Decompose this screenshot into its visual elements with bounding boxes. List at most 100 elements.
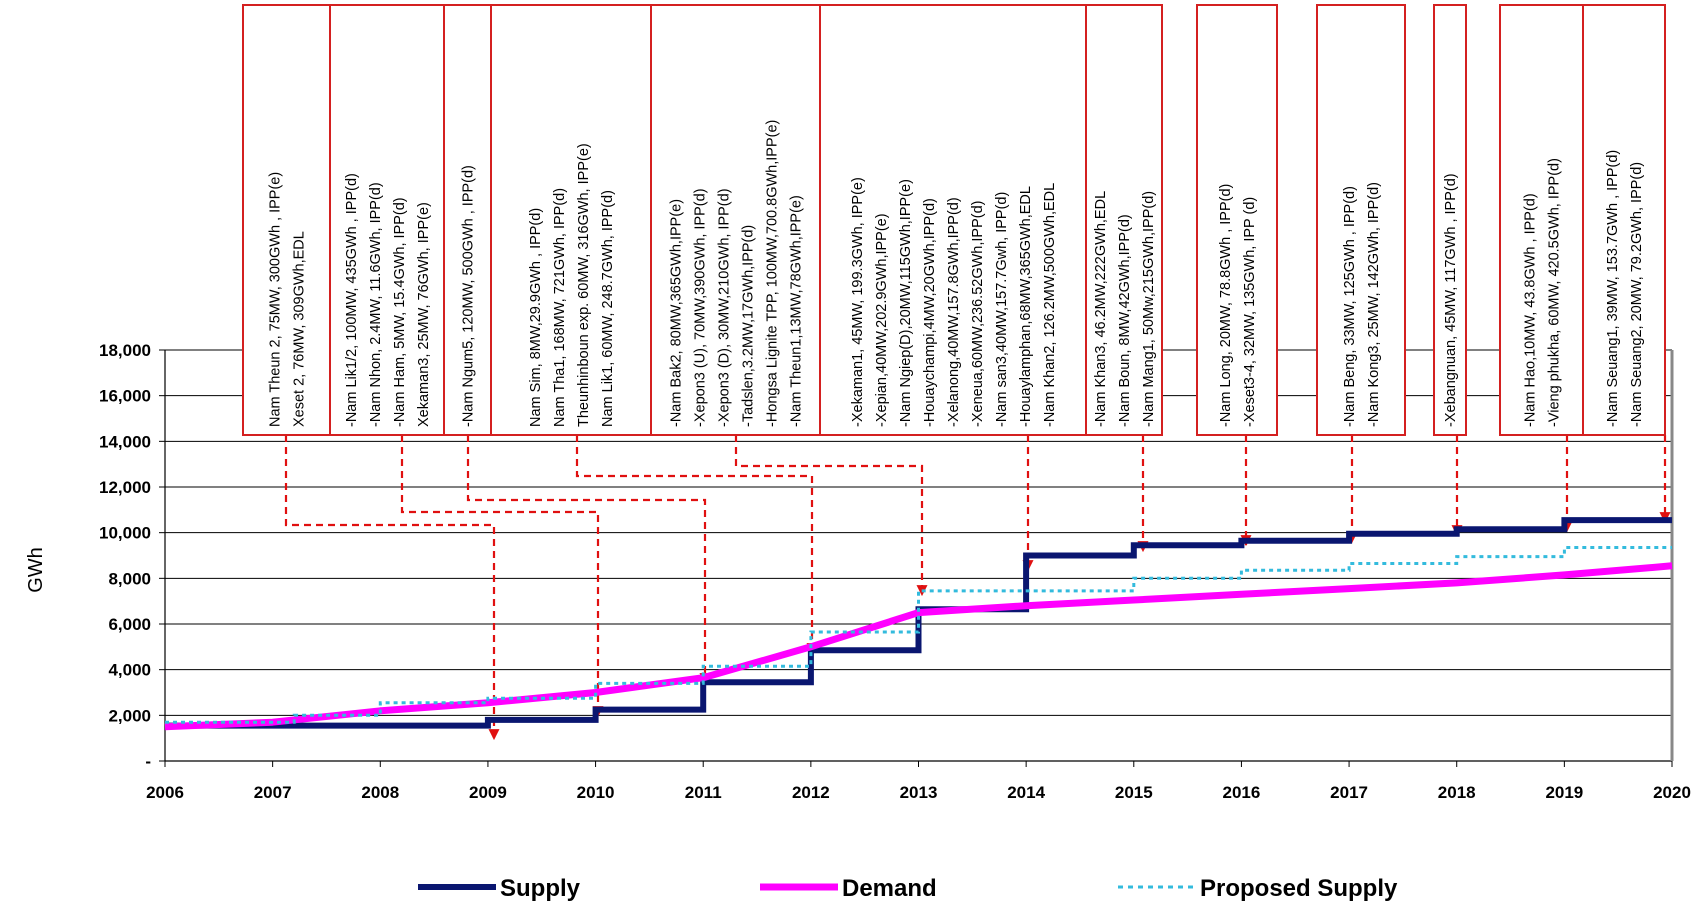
project-line: -Nam Long, 20MW, 78.8GWh , IPP(d)	[1218, 184, 1234, 427]
project-box-border	[1316, 4, 1406, 436]
y-tick-label: 14,000	[99, 432, 151, 451]
project-line: Xekaman3, 25MW, 76GWh, IPP(e)	[416, 202, 432, 427]
project-box-border	[1433, 4, 1467, 436]
series-proposed-supply	[165, 546, 1672, 724]
project-box-border	[819, 4, 1087, 436]
project-line: -Nam Beng, 33MW, 125GWh , IPP(d)	[1342, 186, 1358, 427]
project-boxes: Nam Theun 2, 75MW, 300GWh , IPP(e) Xeset …	[242, 4, 1666, 436]
project-line: -Nam Hao,10MW, 43.8GWh , IPP(d)	[1523, 193, 1539, 427]
project-connector	[400, 435, 604, 718]
project-line: Theunhinboun exp. 60MW, 316GWh, IPP(e)	[576, 143, 592, 427]
project-line: -Xepon3 (U), 70MW,390GWh, IPP(d)	[693, 188, 709, 427]
project-line: -Tadslen,3.2MW,17GWh,IPP(d)	[741, 225, 757, 427]
project-line: -Houaychampi,4MW,20GWh,IPP(d)	[922, 198, 938, 427]
project-line: -Nam Kong3, 25MW, 142GWh, IPP(d)	[1366, 182, 1382, 427]
project-box-border	[443, 4, 492, 436]
project-line: Xeset 2, 76MW, 309GWh,EDL	[292, 231, 308, 427]
project-connectors	[284, 435, 1671, 741]
project-line: Nam Lik1, 60MW, 248.7GWh, IPP(d)	[600, 190, 616, 427]
legend: Supply Demand Proposed Supply	[418, 875, 1398, 902]
project-line: -Nam Ngum5, 120MW, 500GWh , IPP(d)	[461, 165, 477, 427]
legend-label: Proposed Supply	[1200, 875, 1398, 902]
x-tick-label: 2007	[254, 783, 292, 802]
axes: - 2,000 4,000 6,000 8,000 10,000 12,000 14,000 1…	[99, 341, 1691, 802]
legend-item: Proposed Supply	[1118, 875, 1398, 902]
x-tick-label: 2019	[1545, 783, 1583, 802]
project-box-border	[1196, 4, 1278, 436]
series-supply	[165, 517, 1672, 729]
project-line: -Xeneua,60MW,236.52GWh,IPP(d)	[970, 201, 986, 427]
project-line: -Xepon3 (D), 30MW,210GWh, IPP(d)	[717, 188, 733, 427]
legend-label: Supply	[500, 875, 581, 902]
project-line: -Xelanong,40MW,157.8GWh,IPP(d)	[946, 197, 962, 427]
legend-label: Demand	[842, 875, 937, 902]
x-tick-label: 2016	[1223, 783, 1261, 802]
project-box: -Nam Beng, 33MW, 125GWh , IPP(d) -Nam Kon…	[1316, 4, 1406, 436]
legend-item: Supply	[418, 875, 581, 902]
project-box-border	[329, 4, 445, 436]
y-tick-label: -	[145, 752, 151, 771]
x-tick-label: 2014	[1007, 783, 1045, 802]
project-line: -Houaylamphan,68MW,365GWh,EDL	[1018, 186, 1034, 427]
project-line: -Hongsa Lignite TPP, 100MW,700.8GWh,IPP(…	[765, 120, 781, 427]
project-line: -Vieng phukha, 60MW, 420.5GWh, IPP(d)	[1547, 158, 1563, 427]
x-tick-label: 2012	[792, 783, 830, 802]
x-tick-label: 2017	[1330, 783, 1368, 802]
x-tick-label: 2009	[469, 783, 507, 802]
series-demand	[164, 562, 1673, 731]
project-line: -Nam Khan3, 46.2MW,222GWh,EDL	[1093, 191, 1109, 427]
project-line: -Nam Seuang1, 39MW, 153.7GWh , IPP(d)	[1605, 150, 1621, 427]
y-tick-label: 18,000	[99, 341, 151, 360]
project-line: Nam Tha1, 168MW, 721GWh, IPP(d)	[552, 188, 568, 427]
project-line: -Nam Bak2, 80MW,365GWh,IPP(e)	[669, 199, 685, 427]
project-connector	[734, 435, 928, 597]
project-line: -Nam Nhon, 2.4MW, 11.6GWh, IPP(d)	[368, 182, 384, 427]
project-box-border	[650, 4, 821, 436]
project-box: -Nam Khan3, 46.2MW,222GWh,EDL -Nam Boun, …	[1085, 4, 1163, 436]
y-tick-label: 4,000	[108, 661, 151, 680]
series	[164, 517, 1673, 731]
project-line: -Nam Ngiep(D),20MW,115GWh,IPP(e)	[898, 179, 914, 427]
project-line: -Nam Lik1/2, 100MW, 435GWh , IPP(d)	[344, 173, 360, 427]
project-box: -Nam Long, 20MW, 78.8GWh , IPP(d) -Xeset3…	[1196, 4, 1278, 436]
project-line: -Nam Khan2, 126.2MW,500GWh,EDL	[1042, 183, 1058, 427]
project-box: -Nam Ngum5, 120MW, 500GWh , IPP(d)	[443, 4, 492, 436]
project-line: -Nam san3,40MW,157.7Gwh, IPP(d)	[994, 192, 1010, 427]
y-tick-label: 6,000	[108, 615, 151, 634]
project-box-border	[1085, 4, 1163, 436]
x-tick-label: 2008	[361, 783, 399, 802]
project-box-border	[490, 4, 652, 436]
x-tick-label: 2010	[577, 783, 615, 802]
project-box: Nam Sim, 8MW,29.9GWh , IPP(d) Nam Tha1, 1…	[490, 4, 652, 436]
project-connector	[284, 435, 500, 741]
x-tick-label: 2018	[1438, 783, 1476, 802]
y-tick-label: 10,000	[99, 524, 151, 543]
y-axis-label: GWh	[25, 547, 47, 593]
project-line: Nam Theun 2, 75MW, 300GWh , IPP(e)	[268, 172, 284, 427]
project-line: -Nam Mang1, 50Mw,215GWh,IPP(d)	[1141, 191, 1157, 427]
project-connector	[466, 435, 711, 685]
x-tick-label: 2013	[900, 783, 938, 802]
project-line: -Xeset3-4, 32MW, 135GWh, IPP (d)	[1242, 197, 1258, 427]
project-line: -Xekaman1, 45MW, 199.3GWh, IPP(e)	[850, 177, 866, 427]
project-box: -Nam Seuang1, 39MW, 153.7GWh , IPP(d) -Na…	[1582, 4, 1666, 436]
project-line: -Nam Seuang2, 20MW, 79.2GWh, IPP(d)	[1629, 162, 1645, 427]
x-tick-label: 2020	[1653, 783, 1691, 802]
x-tick-label: 2015	[1115, 783, 1153, 802]
project-line: -Nam Theun1,13MW,78GWh,IPP(e)	[789, 195, 805, 427]
project-line: -Xebangnuan, 45MW, 117GWh , IPP(d)	[1443, 173, 1459, 427]
project-box: -Xekaman1, 45MW, 199.3GWh, IPP(e) -Xepian…	[819, 4, 1087, 436]
project-line: -Xepian,40MW,202.9GWh,IPP(e)	[874, 213, 890, 427]
project-box: -Nam Lik1/2, 100MW, 435GWh , IPP(d) -Nam …	[329, 4, 445, 436]
y-tick-label: 16,000	[99, 387, 151, 406]
y-tick-label: 8,000	[108, 569, 151, 588]
project-box-border	[242, 4, 331, 436]
y-tick-label: 12,000	[99, 478, 151, 497]
project-line: Nam Sim, 8MW,29.9GWh , IPP(d)	[528, 208, 544, 427]
project-line: -Nam Boun, 8MW,42GWh,IPP(d)	[1117, 214, 1133, 427]
project-box: -Nam Bak2, 80MW,365GWh,IPP(e) -Xepon3 (U)…	[650, 4, 821, 436]
project-box: -Xebangnuan, 45MW, 117GWh , IPP(d)	[1433, 4, 1467, 436]
project-line: -Nam Ham, 5MW, 15.4GWh, IPP(d)	[392, 197, 408, 427]
y-tick-label: 2,000	[108, 706, 151, 725]
